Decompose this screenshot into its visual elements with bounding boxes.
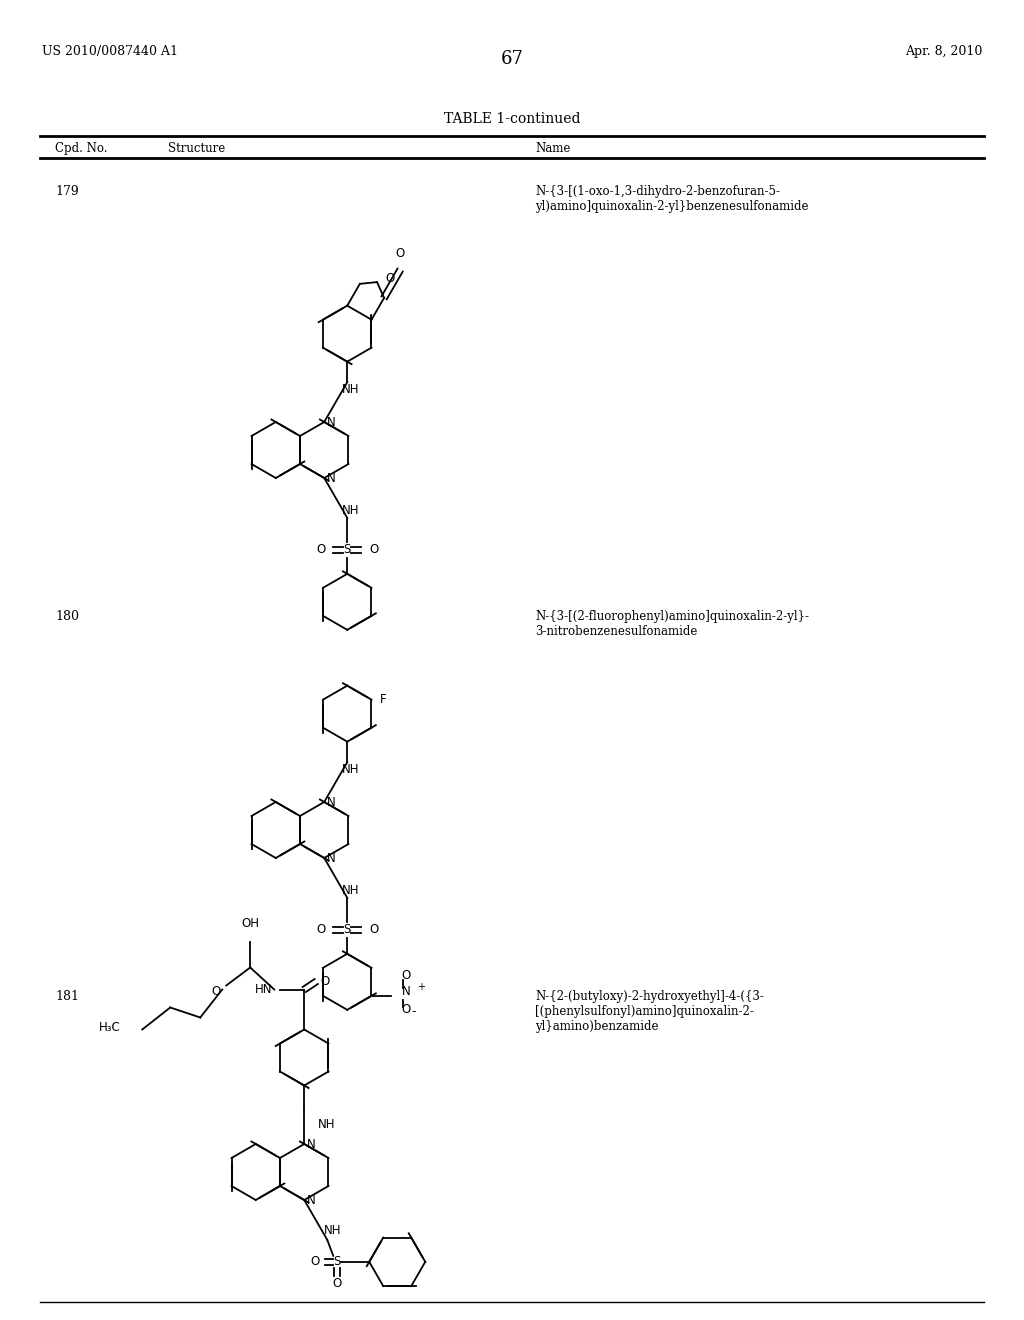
Text: [(phenylsulfonyl)amino]quinoxalin-2-: [(phenylsulfonyl)amino]quinoxalin-2-: [535, 1005, 754, 1018]
Text: N: N: [401, 985, 411, 998]
Text: O: O: [370, 544, 379, 556]
Text: 3-nitrobenzenesulfonamide: 3-nitrobenzenesulfonamide: [535, 624, 697, 638]
Text: O: O: [211, 985, 220, 998]
Text: -: -: [412, 1006, 416, 1018]
Text: yl}amino)benzamide: yl}amino)benzamide: [535, 1020, 658, 1034]
Text: TABLE 1-continued: TABLE 1-continued: [443, 112, 581, 125]
Text: Name: Name: [535, 143, 570, 154]
Text: NH: NH: [318, 1118, 336, 1131]
Text: O: O: [401, 1003, 411, 1016]
Text: 181: 181: [55, 990, 79, 1003]
Text: N: N: [307, 1193, 316, 1206]
Text: O: O: [370, 923, 379, 936]
Text: NH: NH: [342, 504, 359, 517]
Text: F: F: [380, 693, 386, 706]
Text: N: N: [328, 851, 336, 865]
Text: S: S: [344, 923, 351, 936]
Text: yl)amino]quinoxalin-2-yl}benzenesulfonamide: yl)amino]quinoxalin-2-yl}benzenesulfonam…: [535, 201, 809, 213]
Text: O: O: [316, 544, 326, 556]
Text: O: O: [401, 969, 411, 982]
Text: NH: NH: [342, 884, 359, 896]
Text: N: N: [307, 1138, 316, 1151]
Text: O: O: [316, 923, 326, 936]
Text: Apr. 8, 2010: Apr. 8, 2010: [904, 45, 982, 58]
Text: N: N: [328, 471, 336, 484]
Text: O: O: [395, 247, 404, 260]
Text: NH: NH: [324, 1224, 341, 1237]
Text: O: O: [385, 272, 394, 285]
Text: S: S: [334, 1255, 341, 1269]
Text: NH: NH: [342, 383, 359, 396]
Text: NH: NH: [342, 763, 359, 776]
Text: 67: 67: [501, 50, 523, 69]
Text: N: N: [328, 416, 336, 429]
Text: N: N: [328, 796, 336, 808]
Text: HN: HN: [255, 983, 272, 997]
Text: Cpd. No.: Cpd. No.: [55, 143, 108, 154]
Text: S: S: [344, 544, 351, 556]
Text: +: +: [418, 982, 426, 991]
Text: N-{3-[(2-fluorophenyl)amino]quinoxalin-2-yl}-: N-{3-[(2-fluorophenyl)amino]quinoxalin-2…: [535, 610, 809, 623]
Text: N-{2-(butyloxy)-2-hydroxyethyl]-4-({3-: N-{2-(butyloxy)-2-hydroxyethyl]-4-({3-: [535, 990, 764, 1003]
Text: 180: 180: [55, 610, 79, 623]
Text: N-{3-[(1-oxo-1,3-dihydro-2-benzofuran-5-: N-{3-[(1-oxo-1,3-dihydro-2-benzofuran-5-: [535, 185, 780, 198]
Text: O: O: [333, 1278, 342, 1291]
Text: O: O: [321, 975, 330, 987]
Text: 179: 179: [55, 185, 79, 198]
Text: Structure: Structure: [168, 143, 225, 154]
Text: OH: OH: [242, 916, 259, 929]
Text: US 2010/0087440 A1: US 2010/0087440 A1: [42, 45, 178, 58]
Text: O: O: [310, 1255, 319, 1269]
Text: H₃C: H₃C: [98, 1020, 120, 1034]
